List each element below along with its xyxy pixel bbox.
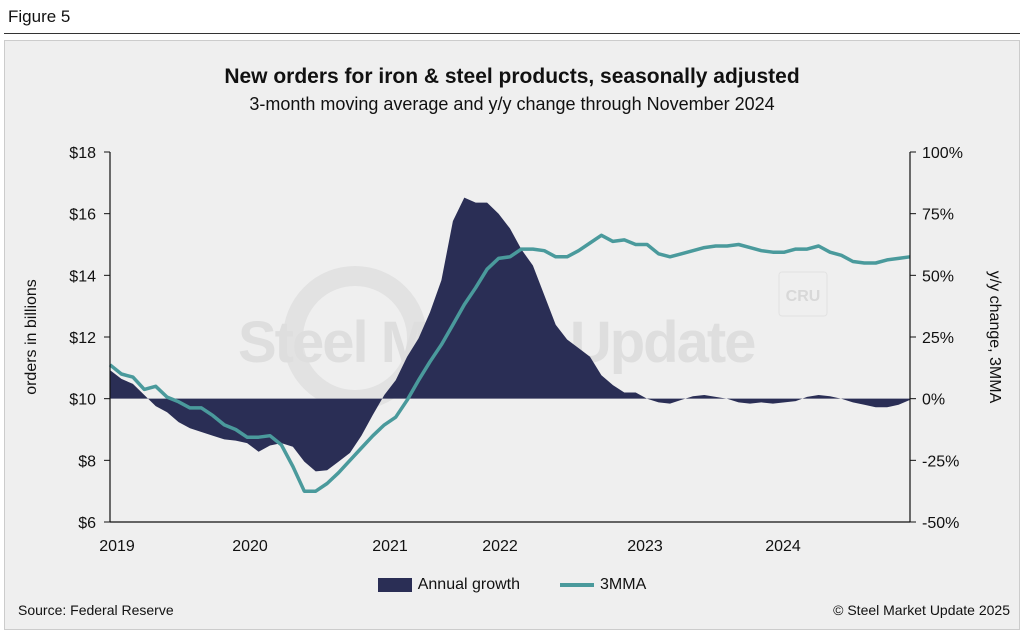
- chart-subtitle: 3-month moving average and y/y change th…: [249, 94, 775, 114]
- y-tick-label: $14: [69, 268, 96, 285]
- y-tick-label: $12: [69, 330, 96, 347]
- x-tick-label: 2019: [99, 538, 135, 555]
- legend: Annual growth 3MMA: [0, 576, 1024, 594]
- legend-label: Annual growth: [417, 576, 521, 593]
- x-tick-label: 2021: [372, 538, 408, 555]
- y-tick-label: $18: [69, 145, 96, 162]
- y-tick-label: $6: [78, 515, 96, 532]
- y2-axis-label: y/y change, 3MMA: [986, 271, 1003, 404]
- watermark-badge-icon: [778, 271, 828, 317]
- y2-tick-label: 25%: [922, 330, 954, 347]
- y2-tick-label: 50%: [922, 268, 954, 285]
- mma-line: [108, 233, 911, 493]
- x-tick-label: 2024: [765, 538, 801, 555]
- y2-tick-label: 75%: [922, 207, 954, 224]
- watermark-badge: CRU: [786, 288, 821, 305]
- divider: [4, 33, 1020, 34]
- y-tick-label: $16: [69, 207, 96, 224]
- x-tick-label: 2022: [482, 538, 518, 555]
- y-tick-label: $8: [78, 453, 96, 470]
- legend-label: 3MMA: [600, 576, 647, 593]
- copyright-note: © Steel Market Update 2025: [833, 602, 1010, 618]
- legend-item-annual-growth: Annual growth: [377, 576, 521, 594]
- y2-tick-label: 100%: [922, 145, 963, 162]
- legend-swatch-area: [377, 578, 412, 592]
- y2-tick-label: -25%: [922, 453, 959, 470]
- source-note: Source: Federal Reserve: [18, 602, 174, 618]
- annual-growth-area: [110, 197, 910, 472]
- y-tick-label: $10: [69, 392, 96, 409]
- x-tick-label: 2023: [627, 538, 663, 555]
- y-axis-label: orders in billions: [23, 279, 40, 395]
- figure-label: Figure 5: [8, 7, 71, 26]
- y2-tick-label: 0%: [922, 392, 945, 409]
- legend-item-3mma: 3MMA: [560, 576, 646, 594]
- x-tick-label: 2020: [232, 538, 268, 555]
- chart-title: New orders for iron & steel products, se…: [224, 65, 800, 88]
- legend-swatch-line: [560, 583, 595, 587]
- y2-tick-label: -50%: [922, 515, 959, 532]
